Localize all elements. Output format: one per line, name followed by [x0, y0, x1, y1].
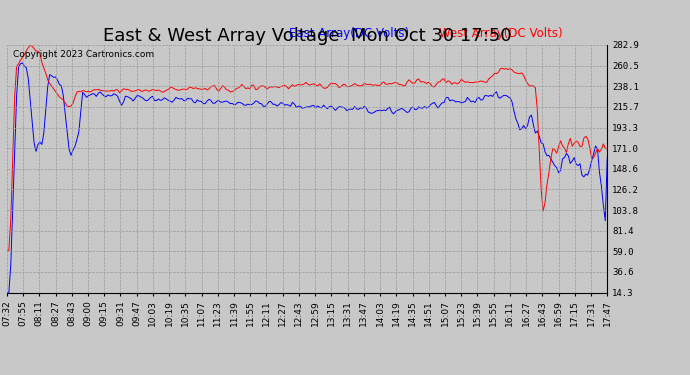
- Text: East Array(DC Volts): East Array(DC Volts): [289, 27, 409, 40]
- Text: West Array(DC Volts): West Array(DC Volts): [439, 27, 563, 40]
- Text: Copyright 2023 Cartronics.com: Copyright 2023 Cartronics.com: [13, 50, 154, 59]
- Title: East & West Array Voltage  Mon Oct 30 17:50: East & West Array Voltage Mon Oct 30 17:…: [103, 27, 511, 45]
